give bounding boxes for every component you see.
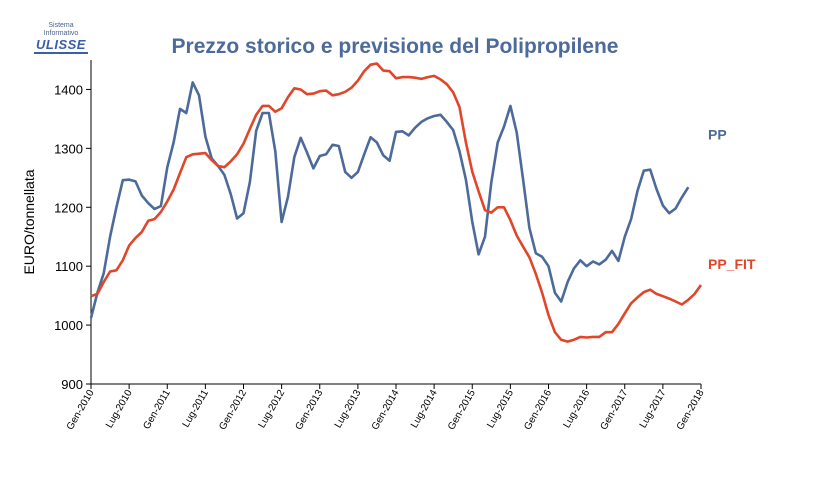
x-tick-label: Gen-2018	[675, 388, 707, 432]
series-labels: PP PP_FIT	[708, 127, 756, 272]
series-lines	[89, 62, 703, 343]
y-tick-label: 900	[61, 377, 83, 392]
y-tick-label: 1200	[54, 200, 83, 215]
x-tick-label: Gen-2015	[446, 388, 478, 432]
x-tick-label: Lug-2017	[638, 388, 669, 430]
x-tick-label: Lug-2011	[181, 388, 212, 430]
series-line-pp	[89, 81, 690, 319]
ulisse-logo: Sistema Informativo ULISSE	[34, 22, 88, 54]
x-tick-label: Gen-2013	[294, 388, 326, 432]
y-tick-label: 1300	[54, 141, 83, 156]
x-tick-label: Lug-2012	[257, 388, 288, 430]
y-tick-label: 1100	[55, 259, 83, 274]
x-tick-label: Gen-2012	[217, 388, 249, 432]
y-axis-label: EURO/tonnellata	[21, 169, 37, 274]
x-tick-label: Lug-2013	[333, 388, 364, 430]
x-tick-label: Lug-2015	[485, 388, 516, 430]
logo-line-1: Sistema	[48, 22, 74, 29]
x-tick-label: Lug-2014	[409, 388, 440, 430]
y-tick-label: 1000	[54, 318, 83, 333]
y-tick-label: 1400	[54, 82, 83, 97]
x-tick-label: Gen-2016	[522, 388, 554, 432]
logo-wordmark: ULISSE	[34, 38, 88, 54]
x-tick-label: Gen-2010	[65, 388, 97, 432]
x-tick-label: Gen-2017	[599, 388, 631, 432]
x-tick-label: Gen-2011	[141, 388, 173, 432]
x-tick-label: Gen-2014	[370, 388, 402, 432]
series-label-pp: PP	[708, 127, 727, 143]
x-tick-label: Lug-2010	[104, 388, 135, 430]
series-line-pp-fit	[90, 62, 703, 343]
chart-title: Prezzo storico e previsione del Poliprop…	[172, 35, 619, 58]
x-tick-label: Lug-2016	[562, 388, 593, 430]
logo-line-2: Informativo	[43, 30, 79, 37]
series-label-pp-fit: PP_FIT	[708, 256, 756, 272]
